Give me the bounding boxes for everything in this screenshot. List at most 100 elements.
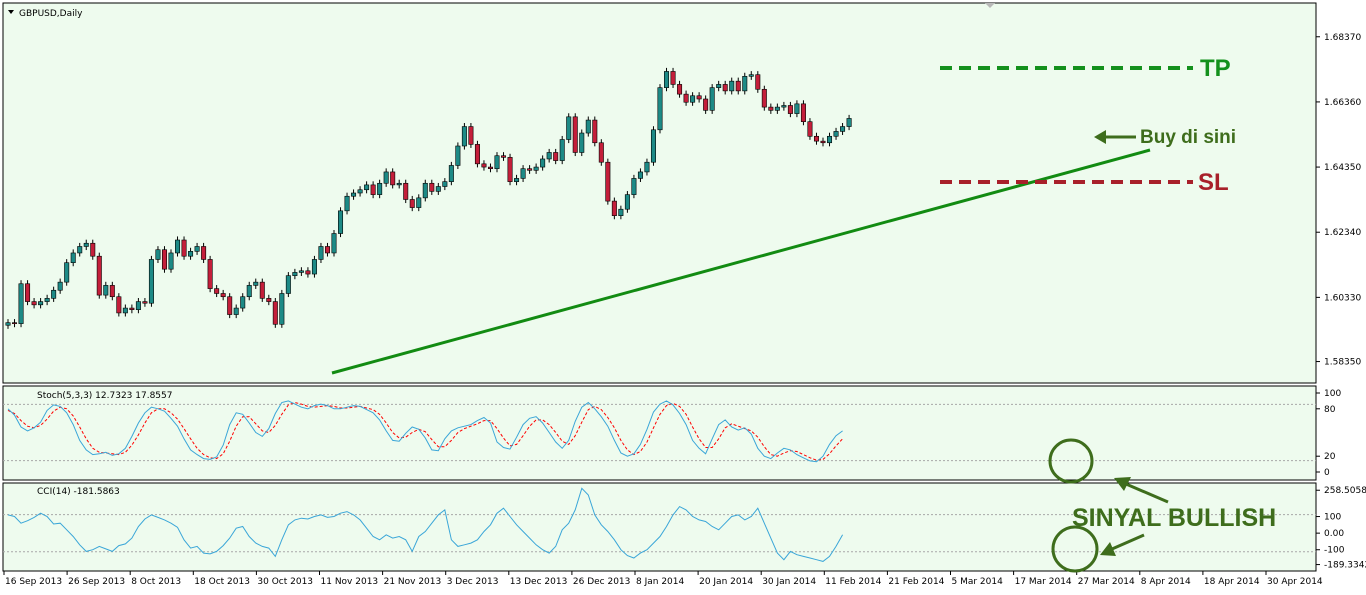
cci-pane-title: CCI(14) -181.5863: [37, 487, 120, 497]
candlestick-series: [5, 67, 852, 329]
candle: [161, 249, 167, 270]
shift-marker-icon[interactable]: [985, 3, 995, 8]
cci-tick-label: -189.3342: [1324, 561, 1366, 571]
date-tick-label: 27 Mar 2014: [1078, 577, 1135, 587]
candle: [266, 298, 272, 302]
candle: [657, 87, 663, 131]
candle: [188, 251, 194, 257]
candle: [148, 259, 154, 304]
candle: [618, 208, 624, 216]
candle: [194, 246, 200, 252]
candle: [768, 106, 774, 111]
date-tick-label: 8 Apr 2014: [1141, 577, 1191, 587]
date-tick-label: 18 Oct 2013: [194, 577, 250, 587]
price-tick-label: 1.62340: [1324, 228, 1361, 238]
candle: [514, 178, 520, 182]
candle: [83, 242, 89, 247]
candle: [207, 259, 213, 289]
candle: [650, 129, 656, 163]
candle: [461, 126, 467, 147]
candle: [377, 182, 383, 195]
price-tick-label: 1.58350: [1324, 358, 1361, 368]
candle: [598, 142, 604, 163]
candle: [292, 272, 298, 276]
price-tick-label: 1.60330: [1324, 293, 1361, 303]
cci-series-line: [7, 487, 844, 562]
stoch-main-line: [7, 400, 843, 463]
tp-label: TP: [1200, 55, 1231, 82]
candle: [611, 200, 617, 216]
stoch-tick-label: 0: [1324, 468, 1330, 478]
date-tick-label: 5 Mar 2014: [952, 577, 1004, 587]
candle: [90, 242, 96, 257]
stoch-signal-line: [7, 401, 843, 461]
candle: [155, 249, 161, 260]
candle: [624, 194, 630, 210]
sl-label: SL: [1198, 169, 1229, 196]
candle: [168, 252, 174, 270]
candle: [631, 178, 637, 195]
chevron-down-icon[interactable]: [8, 10, 14, 14]
candle: [122, 307, 128, 314]
candle: [468, 126, 474, 145]
candle: [572, 116, 578, 153]
candle: [409, 199, 415, 208]
cci-tick-label: 0.00: [1324, 529, 1344, 539]
cci-tick-label: 100: [1324, 513, 1341, 523]
candle: [540, 158, 546, 168]
candle: [820, 140, 826, 144]
date-tick-label: 18 Apr 2014: [1204, 577, 1260, 587]
price-tick-label: 1.64350: [1324, 163, 1361, 173]
candle: [259, 281, 265, 299]
stochastic-pane: [2, 385, 1317, 481]
candle: [44, 298, 50, 302]
date-tick-label: 3 Dec 2013: [447, 577, 499, 587]
candle: [474, 144, 480, 165]
signal-label: SINYAL BULLISH: [1072, 504, 1276, 532]
candle: [644, 161, 650, 173]
price-tick-label: 1.66360: [1324, 98, 1361, 108]
date-tick-label: 26 Dec 2013: [573, 577, 631, 587]
candle: [331, 233, 337, 254]
candle: [501, 155, 507, 158]
candle: [592, 119, 598, 144]
candle: [357, 189, 363, 194]
cci-tick-label: 258.5058: [1324, 486, 1366, 496]
candle: [70, 252, 76, 263]
candle: [311, 259, 317, 275]
stochastic-lines: [7, 400, 843, 463]
stoch-pane-title: Stoch(5,3,3) 12.7323 17.8557: [37, 391, 172, 401]
price-axis: 1.68370 1.66360 1.64350 1.62340 1.60330 1.583…: [1316, 33, 1366, 571]
signal-arrow-lower: [1111, 533, 1145, 551]
candle: [827, 135, 833, 144]
date-tick-label: 26 Sep 2013: [68, 577, 125, 587]
candle: [840, 126, 846, 132]
candle: [383, 171, 389, 184]
candle: [227, 296, 233, 315]
candle: [670, 71, 676, 85]
candle: [429, 182, 435, 192]
candle: [103, 285, 109, 296]
date-tick-label: 11 Feb 2014: [825, 577, 881, 587]
candle: [279, 293, 285, 325]
candle: [696, 95, 702, 100]
candle: [716, 84, 722, 88]
candle: [364, 184, 370, 191]
date-tick-label: 30 Oct 2013: [257, 577, 313, 587]
candle: [396, 182, 402, 186]
candle: [318, 246, 324, 260]
candle: [729, 80, 735, 92]
candle: [794, 103, 800, 114]
candle: [201, 246, 207, 260]
date-tick-label: 13 Dec 2013: [510, 577, 568, 587]
candle: [527, 168, 533, 171]
date-axis: 16 Sep 2013 26 Sep 2013 8 Oct 2013 18 Oct 2…: [3, 571, 1323, 587]
candle: [18, 283, 24, 324]
stoch-tick-label: 100: [1324, 389, 1341, 399]
candle: [709, 87, 715, 111]
candle: [455, 145, 461, 166]
candle: [487, 166, 493, 169]
candle: [64, 262, 70, 283]
date-tick-label: 21 Feb 2014: [888, 577, 944, 587]
candle: [181, 239, 187, 257]
